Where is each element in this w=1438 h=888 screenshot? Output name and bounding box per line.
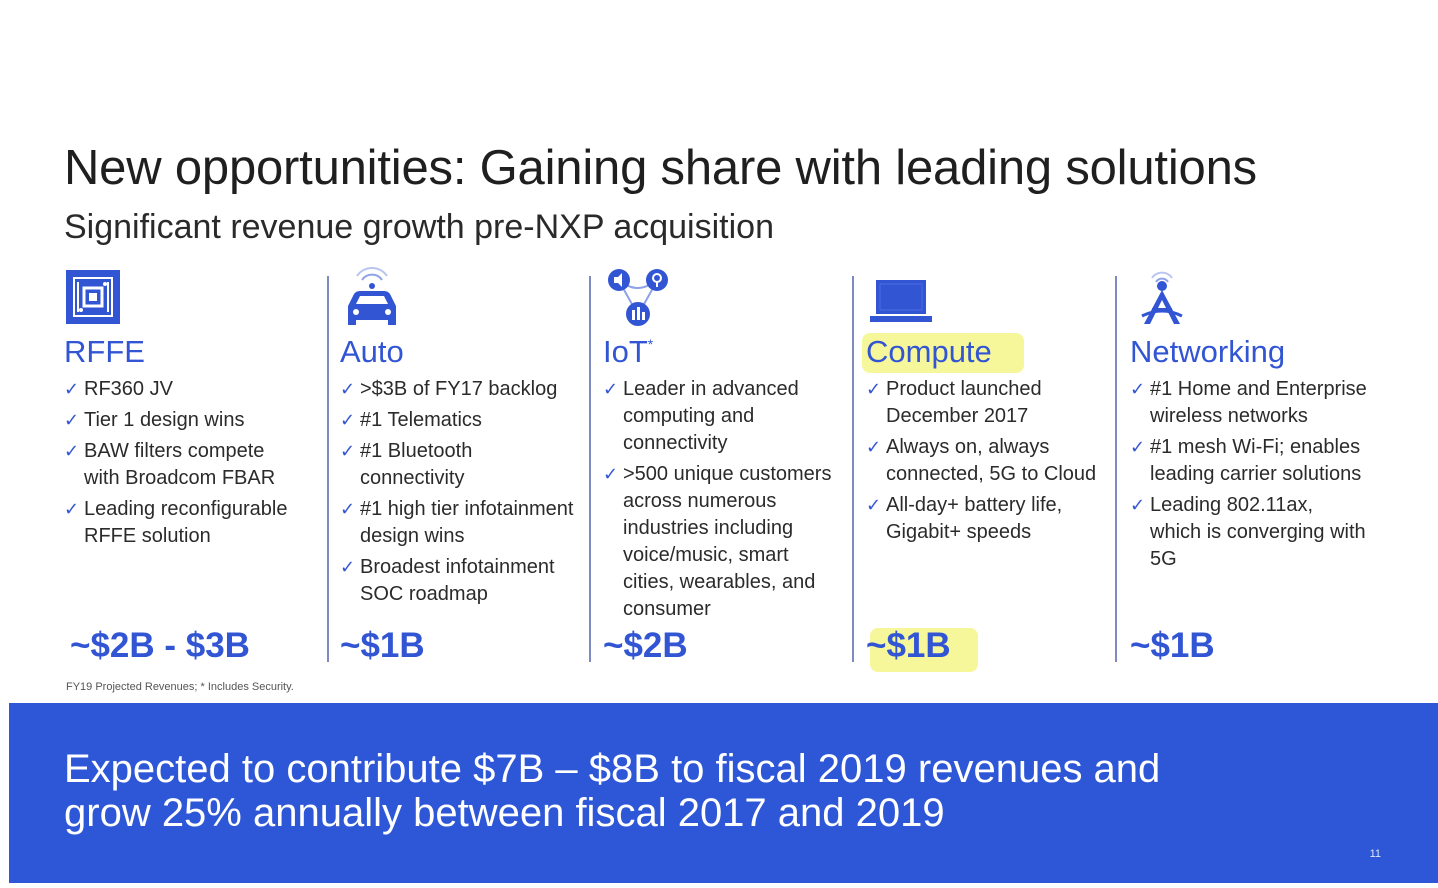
bullet-item: ✓ Broadest infotainment SOC roadmap [340, 556, 555, 605]
bullet-item: ✓ #1 Telematics [340, 407, 573, 434]
check-icon: ✓ [64, 410, 80, 430]
check-icon: ✓ [1130, 437, 1146, 457]
bullet-item: ✓ Product launched December 2017 [866, 378, 1042, 427]
column-divider [327, 276, 329, 662]
column-name: Compute [866, 334, 992, 369]
bullet-list: ✓ RF360 JV ✓ Tier 1 design wins ✓ BAW filte… [64, 376, 288, 554]
bullet-item: ✓ #1 mesh Wi-Fi; enables leading carrier s… [1130, 436, 1362, 485]
check-icon: ✓ [1130, 495, 1146, 515]
column-name: Networking [1130, 334, 1286, 369]
column-auto: Auto ✓ >$3B of FY17 backlog ✓ #1 Telematic… [340, 266, 588, 666]
banner-line-2: grow 25% annually between fiscal 2017 an… [64, 791, 945, 835]
footnote: FY19 Projected Revenues; * Includes Secu… [66, 681, 294, 693]
check-icon: ✓ [64, 441, 80, 461]
bullet-item: ✓ >$3B of FY17 backlog [340, 376, 573, 403]
laptop-icon [866, 266, 932, 330]
check-icon: ✓ [866, 437, 882, 457]
bullet-list: ✓ #1 Home and Enterprise wireless networks… [1130, 376, 1367, 577]
check-icon: ✓ [866, 379, 882, 399]
iot-devices-icon [603, 266, 668, 330]
check-icon: ✓ [340, 499, 356, 519]
revenue-value: ~$2B [603, 626, 688, 665]
footnote-marker: * [647, 336, 654, 352]
column-divider [589, 276, 591, 662]
column-compute: Compute ✓ Product launched December 2017 ✓… [866, 266, 1114, 666]
column-networking: Networking ✓ #1 Home and Enterprise wirele… [1130, 266, 1400, 666]
bullet-list: ✓ >$3B of FY17 backlog ✓ #1 Telematics ✓ #1… [340, 376, 573, 612]
check-icon: ✓ [866, 495, 882, 515]
slide-title: New opportunities: Gaining share with le… [64, 141, 1257, 195]
check-icon: ✓ [603, 379, 619, 399]
bullet-list: ✓ Product launched December 2017 ✓ Always o… [866, 376, 1096, 550]
column-name: IoT* [603, 334, 654, 369]
check-icon: ✓ [64, 379, 80, 399]
check-icon: ✓ [340, 441, 356, 461]
column-iot: IoT* ✓ Leader in advanced computing and con… [603, 266, 851, 666]
summary-banner: Expected to contribute $7B – $8B to fisc… [9, 703, 1438, 883]
bullet-item: ✓ #1 Home and Enterprise wireless networks [1130, 378, 1367, 427]
bullet-item: ✓ Always on, always connected, 5G to Cloud [866, 436, 1097, 485]
page-number: 11 [1369, 848, 1381, 860]
bullet-item: ✓ Tier 1 design wins [64, 407, 288, 434]
column-rffe: RFFE ✓ RF360 JV ✓ Tier 1 design wins ✓ BAW … [64, 266, 324, 666]
column-divider [1115, 276, 1117, 662]
bullet-item: ✓ #1 Bluetooth connectivity [340, 440, 473, 489]
check-icon: ✓ [603, 464, 619, 484]
bullet-item: ✓ Leading 802.11ax, which is converging wi… [1130, 494, 1366, 570]
revenue-value: ~$1B [1130, 626, 1215, 665]
check-icon: ✓ [64, 499, 80, 519]
check-icon: ✓ [340, 379, 356, 399]
bullet-item: ✓ All-day+ battery life, Gigabit+ speeds [866, 494, 1063, 543]
bullet-item: ✓ Leader in advanced computing and connecti… [603, 378, 799, 454]
compute-name-highlight [862, 333, 1024, 373]
banner-message: Expected to contribute $7B – $8B to fisc… [64, 747, 1304, 835]
compute-value-highlight [870, 628, 978, 672]
banner-line-1: Expected to contribute $7B – $8B to fisc… [64, 747, 1161, 791]
chip-icon [64, 266, 128, 330]
column-divider [852, 276, 854, 662]
antenna-tower-icon [1130, 266, 1194, 330]
revenue-value: ~$1B [866, 626, 951, 665]
revenue-value: ~$2B - $3B [70, 626, 250, 665]
bullet-item: ✓ RF360 JV [64, 376, 288, 403]
slide-subtitle: Significant revenue growth pre-NXP acqui… [64, 208, 774, 246]
column-name: RFFE [64, 334, 145, 369]
check-icon: ✓ [340, 410, 356, 430]
bullet-list: ✓ Leader in advanced computing and connecti… [603, 376, 831, 627]
check-icon: ✓ [1130, 379, 1146, 399]
column-name: Auto [340, 334, 404, 369]
bullet-item: ✓ Leading reconfigurable RFFE solution [64, 498, 288, 547]
bullet-item: ✓ #1 high tier infotainment design wins [340, 498, 574, 547]
check-icon: ✓ [340, 557, 356, 577]
bullet-item: ✓ >500 unique customers across numerous ind… [603, 463, 832, 620]
bullet-item: ✓ BAW filters compete with Broadcom FBAR [64, 440, 276, 489]
car-icon [340, 266, 404, 330]
revenue-value: ~$1B [340, 626, 425, 665]
